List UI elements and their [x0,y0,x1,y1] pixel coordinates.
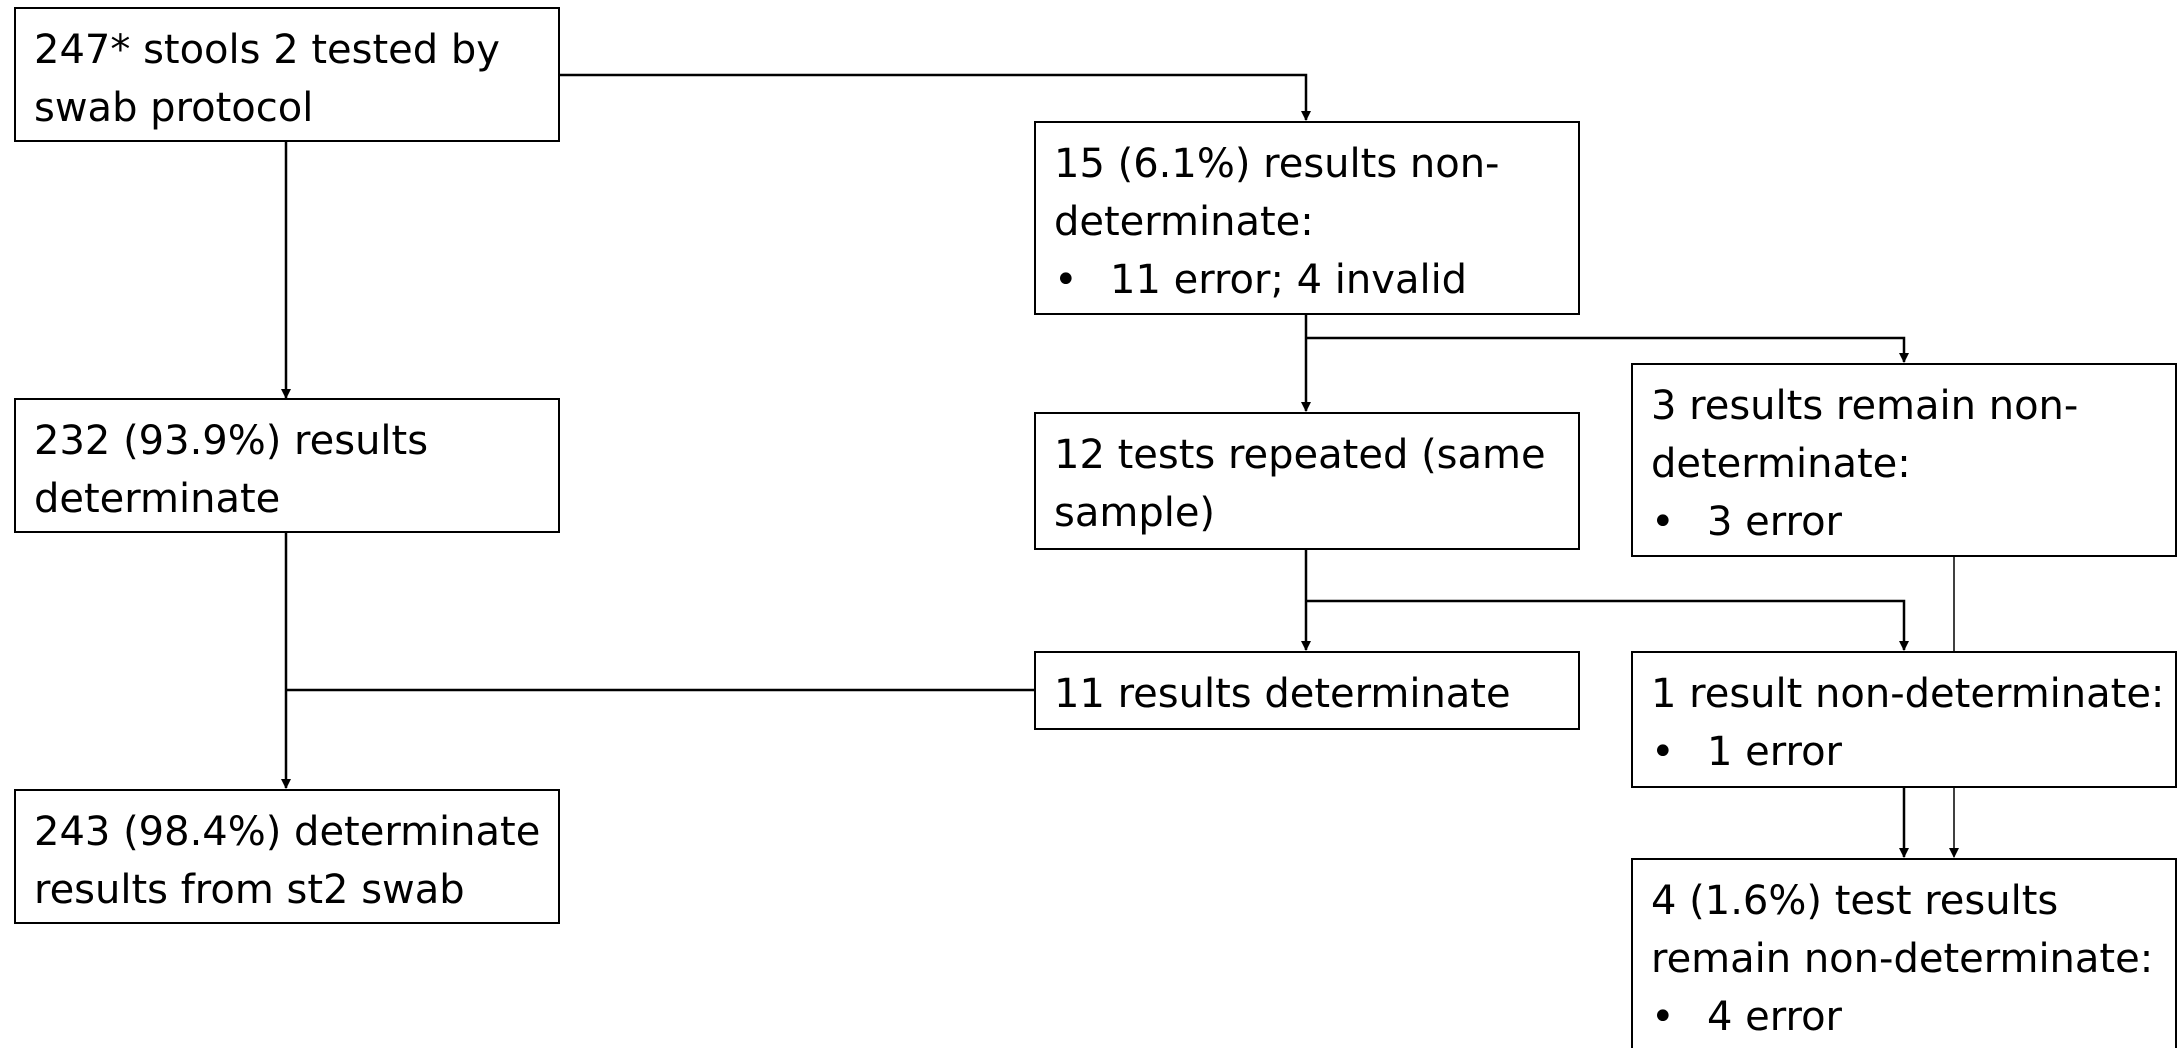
bullet-icon: • [1054,257,1078,303]
box-determinate-initial-line-2: determinate [34,476,281,522]
bullet-text: 11 error; 4 invalid [1110,257,1468,303]
box-determinate-repeat: 11 results determinate [1034,651,1580,730]
box-start-line-1: 247* stools 2 tested by [34,27,500,73]
box-start-line-2: swab protocol [34,85,314,131]
box-nondeterminate-initial: 15 (6.1%) results non- determinate: • 11… [1034,121,1580,315]
bullet-icon: • [1651,729,1675,775]
box-tests-repeated: 12 tests repeated (same sample) [1034,412,1580,550]
box-one-nondeterminate: 1 result non-determinate: • 1 error [1631,651,2177,788]
box-final-determinate-line-1: 243 (98.4%) determinate [34,809,541,855]
box-remain-nondeterminate-line-1: 3 results remain non- [1651,383,2079,429]
box-tests-repeated-line-1: 12 tests repeated (same [1054,432,1546,478]
box-determinate-initial-line-1: 232 (93.9%) results [34,418,429,464]
box-determinate-initial: 232 (93.9%) results determinate [14,398,560,533]
box-start: 247* stools 2 tested by swab protocol [14,7,560,142]
box-one-nondeterminate-line-1: 1 result non-determinate: [1651,671,2165,717]
box-remain-nondeterminate-line-2: determinate: [1651,441,1911,487]
arrow-repeated-to-one-nondet [1306,599,1909,651]
bullet-icon: • [1651,994,1675,1040]
box-nondeterminate-initial-bullet: • 11 error; 4 invalid [1054,251,1560,309]
bullet-text: 4 error [1707,994,1842,1040]
bullet-text: 1 error [1707,729,1842,775]
box-remain-nondeterminate: 3 results remain non- determinate: • 3 e… [1631,363,2177,557]
box-determinate-repeat-line-1: 11 results determinate [1054,671,1511,717]
box-final-nondeterminate-line-1: 4 (1.6%) test results [1651,878,2059,924]
box-final-nondeterminate-bullet: • 4 error [1651,988,2157,1046]
box-tests-repeated-line-2: sample) [1054,490,1216,536]
box-final-nondeterminate: 4 (1.6%) test results remain non-determi… [1631,858,2177,1048]
box-final-nondeterminate-line-2: remain non-determinate: [1651,936,2154,982]
bullet-text: 3 error [1707,499,1842,545]
box-nondeterminate-initial-line-1: 15 (6.1%) results non- [1054,141,1500,187]
box-final-determinate: 243 (98.4%) determinate results from st2… [14,789,560,924]
arrow-start-to-nondet [560,73,1311,121]
arrow-nondet-to-remain [1306,336,1909,363]
box-one-nondeterminate-bullet: • 1 error [1651,723,2157,781]
box-remain-nondeterminate-bullet: • 3 error [1651,493,2157,551]
box-nondeterminate-initial-line-2: determinate: [1054,199,1314,245]
box-final-determinate-line-2: results from st2 swab [34,867,465,913]
bullet-icon: • [1651,499,1675,545]
